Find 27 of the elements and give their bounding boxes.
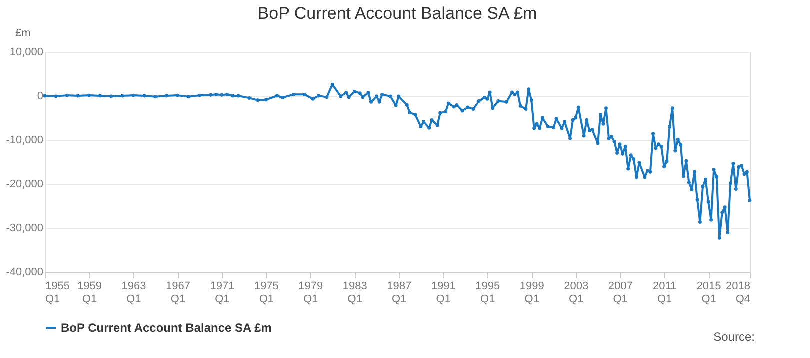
y-axis-title: £m [16, 28, 31, 40]
x-tick-label: 1971 Q1 [210, 280, 235, 306]
y-tick-label: -20,000 [6, 178, 44, 190]
x-tick-label: 1979 Q1 [298, 280, 324, 306]
x-tick-label: 2018 Q4 [726, 280, 750, 306]
x-tick-label: 1959 Q1 [77, 280, 102, 306]
x-tick-label: 2011 Q1 [652, 280, 677, 306]
x-tick-label: 1991 Q1 [431, 280, 456, 306]
x-tick-label: 2015 Q1 [696, 280, 722, 306]
x-tick-label: 2007 Q1 [608, 280, 633, 306]
x-tick-label: 1963 Q1 [122, 280, 146, 306]
legend-label: BoP Current Account Balance SA £m [61, 321, 272, 335]
y-tick-label: -10,000 [6, 134, 44, 146]
source-note: Source: [714, 330, 755, 344]
y-tick-label: -30,000 [6, 222, 44, 234]
y-tick-label: 10,000 [10, 46, 44, 58]
x-tick-label: 1995 Q1 [476, 280, 500, 306]
x-tick-label: 1999 Q1 [520, 280, 544, 306]
x-tick-label: 1987 Q1 [387, 280, 412, 306]
x-tick-label: 1955 Q1 [46, 280, 70, 306]
y-tick-label: 0 [37, 90, 44, 102]
x-tick-label: 1975 Q1 [254, 280, 279, 306]
chart-title: BoP Current Account Balance SA £m [258, 4, 538, 23]
x-tick-label: 2003 Q1 [564, 280, 589, 306]
y-tick-label: -40,000 [6, 266, 44, 278]
x-tick-label: 1983 Q1 [342, 280, 368, 306]
x-tick-label: 1967 Q1 [166, 280, 190, 306]
